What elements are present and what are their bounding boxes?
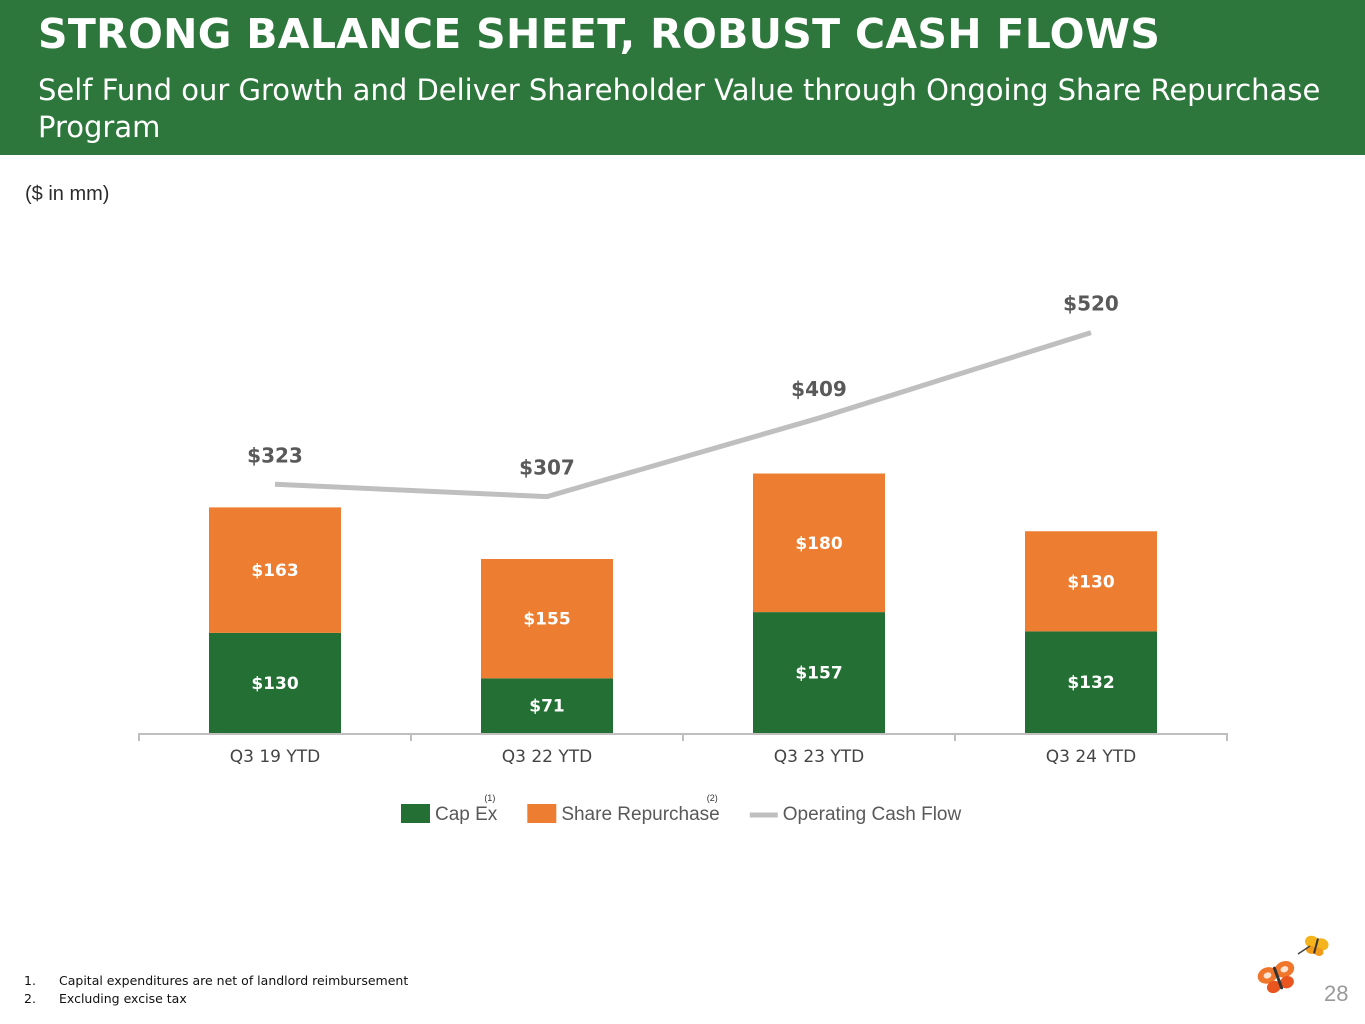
line-value-label: $409 — [791, 377, 847, 401]
page-number: 28 — [1324, 981, 1349, 1006]
line-value-label: $323 — [247, 443, 303, 467]
bar-value-label: $71 — [529, 697, 565, 717]
bar-capex — [1025, 631, 1157, 733]
bar-share-repurchase — [753, 473, 885, 613]
footnotes: 1. Capital expenditures are net of landlo… — [24, 973, 408, 1009]
bar-share-repurchase — [209, 507, 341, 633]
x-tick-label: Q3 23 YTD — [774, 747, 865, 767]
legend-footnote-marker: (2) — [707, 793, 718, 803]
bar-value-label: $155 — [523, 610, 570, 630]
units-note: ($ in mm) — [25, 183, 110, 205]
bar-capex — [209, 632, 341, 733]
bar-value-label: $130 — [1067, 572, 1114, 592]
bar-capex — [753, 612, 885, 733]
legend-swatch — [527, 804, 557, 823]
page-subtitle: Self Fund our Growth and Deliver Shareho… — [38, 73, 1321, 144]
line-value-label: $520 — [1063, 292, 1119, 316]
x-tick-label: Q3 19 YTD — [230, 747, 321, 767]
bar-value-label: $130 — [251, 674, 298, 694]
bar-capex — [481, 678, 613, 733]
footnote-number: 1. — [24, 973, 36, 988]
x-tick-label: Q3 22 YTD — [502, 747, 593, 767]
bar-value-label: $180 — [795, 534, 842, 554]
footnote-text: Excluding excise tax — [59, 991, 187, 1006]
bar-value-label: $132 — [1067, 673, 1114, 693]
footnote-2: 2. Excluding excise tax — [24, 991, 408, 1009]
footnote-1: 1. Capital expenditures are net of landlo… — [24, 973, 408, 991]
line-value-label: $307 — [519, 456, 575, 480]
bar-value-label: $157 — [795, 664, 842, 684]
x-tick-label: Q3 24 YTD — [1046, 747, 1137, 767]
butterfly-logo-icon — [1257, 935, 1329, 994]
legend-label: Operating Cash Flow — [783, 804, 962, 825]
bar-share-repurchase — [1025, 531, 1157, 632]
footnote-number: 2. — [24, 991, 36, 1006]
legend-footnote-marker: (1) — [484, 793, 495, 803]
header-banner: STRONG BALANCE SHEET, ROBUST CASH FLOWS … — [0, 0, 1365, 155]
bar-share-repurchase — [481, 558, 613, 679]
footnote-text: Capital expenditures are net of landlord… — [59, 973, 409, 988]
page-title: STRONG BALANCE SHEET, ROBUST CASH FLOWS — [38, 10, 1161, 58]
legend-label: Share Repurchase — [561, 804, 719, 825]
bar-value-label: $163 — [251, 561, 298, 581]
operating-cash-flow-line — [274, 330, 1092, 500]
legend-label: Cap Ex — [435, 804, 498, 825]
legend-swatch — [401, 804, 430, 823]
